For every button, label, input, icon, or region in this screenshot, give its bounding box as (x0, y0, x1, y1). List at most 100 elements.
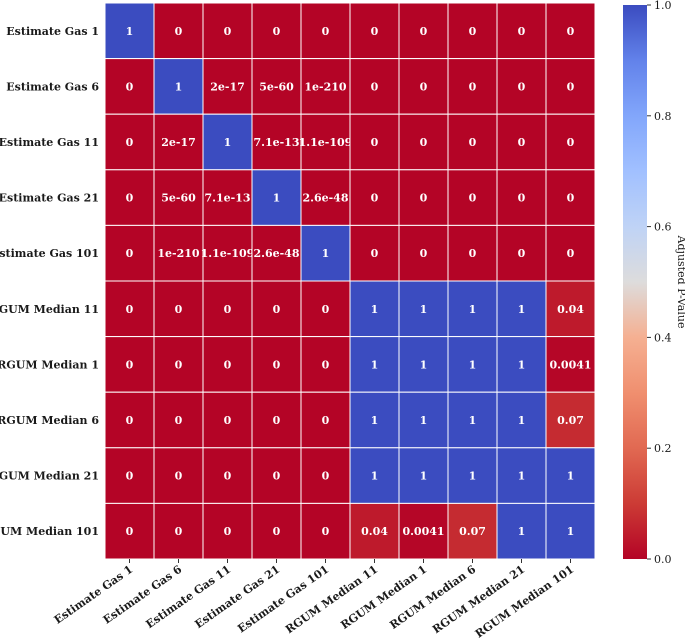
cell-value-label: 1 (420, 414, 428, 427)
cell-value-label: 1 (371, 358, 379, 371)
heatmap-cell (398, 502, 449, 560)
cell-value-label: 0 (567, 247, 575, 260)
cell-value-label: 0 (469, 136, 477, 149)
heatmap-cell (545, 336, 596, 393)
cell-value-label: 0 (322, 25, 330, 38)
cell-value-label: 0 (273, 525, 281, 538)
heatmap-cell (300, 280, 351, 338)
heatmap-cell (153, 113, 204, 171)
cell-value-label: 1 (273, 192, 281, 205)
cell-value-label: 1 (469, 470, 477, 483)
cell-value-label: 0 (371, 80, 379, 93)
heatmap-cell (447, 447, 498, 504)
cell-value-label: 0 (469, 80, 477, 93)
y-tick-label: Estimate Gas 1 (6, 25, 99, 38)
cell-value-label: 0 (224, 525, 232, 538)
cell-value-label: 0.07 (459, 525, 486, 538)
colorbar-tick-label: 0.4 (654, 331, 672, 344)
heatmap-cell (545, 113, 596, 171)
cell-value-label: 1.1e-109 (201, 247, 255, 260)
heatmap-cell (447, 58, 498, 115)
colorbar-tick-label: 0.0 (654, 553, 672, 566)
y-tick-label: Estimate Gas 21 (0, 192, 99, 205)
heatmap-cell (300, 391, 351, 449)
heatmap-cell (153, 58, 204, 115)
cell-value-label: 1 (518, 414, 526, 427)
heatmap-cell (447, 391, 498, 449)
heatmap-cell (349, 58, 400, 115)
cell-value-label: 1 (322, 247, 330, 260)
cell-value-label: 0 (567, 136, 575, 149)
heatmap-cell (251, 280, 302, 338)
cell-value-label: 0 (175, 414, 183, 427)
heatmap-cell (349, 391, 400, 449)
cell-value-label: 1 (420, 303, 428, 316)
cell-value-label: 1 (469, 414, 477, 427)
cell-value-label: 0 (175, 303, 183, 316)
cell-value-label: 0.07 (557, 414, 584, 427)
colorbar-tick-label: 0.6 (654, 221, 672, 234)
cell-value-label: 0 (567, 80, 575, 93)
y-tick-label: RGUM Median 21 (0, 470, 99, 483)
cell-value-label: 0 (518, 80, 526, 93)
cell-value-label: 2e-17 (161, 136, 196, 149)
y-tick-label: RGUM Median 101 (0, 525, 99, 538)
heatmap-cell (251, 58, 302, 115)
cell-value-label: 7.1e-13 (253, 136, 299, 149)
heatmap-cell (153, 224, 204, 282)
cell-value-label: 1 (567, 525, 575, 538)
y-tick-label: Estimate Gas 101 (0, 247, 99, 260)
cell-value-label: 0 (371, 136, 379, 149)
x-tick-label: Estimate Gas 1 (52, 563, 135, 627)
cell-value-label: 0 (126, 525, 134, 538)
cell-value-label: 0 (224, 414, 232, 427)
heatmap-cell (447, 502, 498, 560)
cell-value-label: 0 (126, 414, 134, 427)
cell-value-label: 0 (371, 247, 379, 260)
heatmap-cell (202, 391, 253, 449)
cell-value-label: 0 (126, 470, 134, 483)
cell-value-label: 1 (567, 470, 575, 483)
heatmap-cell (104, 113, 155, 171)
heatmap-cells: 1 0 0 0 0 0 0 0 0 0 0 1 2e-17 5e-60 1e-210 0 0 0 0 0 0 2e-17 1… (104, 2, 596, 560)
cell-value-label: 1 (518, 525, 526, 538)
x-tick-label: Estimate Gas 21 (193, 563, 283, 631)
cell-value-label: 7.1e-13 (204, 192, 250, 205)
cell-value-label: 0.04 (361, 525, 388, 538)
cell-value-label: 0 (469, 25, 477, 38)
cell-value-label: 1 (420, 470, 428, 483)
heatmap-cell (496, 169, 547, 226)
cell-value-label: 0 (322, 525, 330, 538)
cell-value-label: 0 (273, 303, 281, 316)
colorbar-tick-label: 1.0 (654, 0, 672, 12)
heatmap-cell (398, 447, 449, 504)
colorbar-tick-label: 0.8 (654, 110, 672, 123)
heatmap-cell (251, 391, 302, 449)
cell-value-label: 0 (469, 247, 477, 260)
cell-value-label: 1e-210 (157, 247, 200, 260)
cell-value-label: 5e-60 (259, 80, 294, 93)
cell-value-label: 0 (126, 247, 134, 260)
cell-value-label: 0 (273, 358, 281, 371)
heatmap-cell (398, 113, 449, 171)
heatmap-cell (202, 280, 253, 338)
heatmap-cell (349, 336, 400, 393)
cell-value-label: 1 (469, 303, 477, 316)
heatmap-cell (398, 336, 449, 393)
heatmap-cell (300, 502, 351, 560)
cell-value-label: 1 (469, 358, 477, 371)
heatmap-cell (496, 224, 547, 282)
cell-value-label: 0 (175, 25, 183, 38)
heatmap-cell (153, 2, 204, 60)
y-tick-label: Estimate Gas 6 (6, 80, 99, 93)
x-tick-label: RGUM Median 1 (338, 563, 429, 632)
cell-value-label: 0 (371, 25, 379, 38)
heatmap-cell (545, 2, 596, 60)
heatmap-cell (447, 113, 498, 171)
colorbar-label: Adjusted P-Value (675, 235, 685, 329)
cell-value-label: 0 (126, 192, 134, 205)
cell-value-label: 1 (518, 358, 526, 371)
y-tick-label: Estimate Gas 11 (0, 136, 99, 149)
